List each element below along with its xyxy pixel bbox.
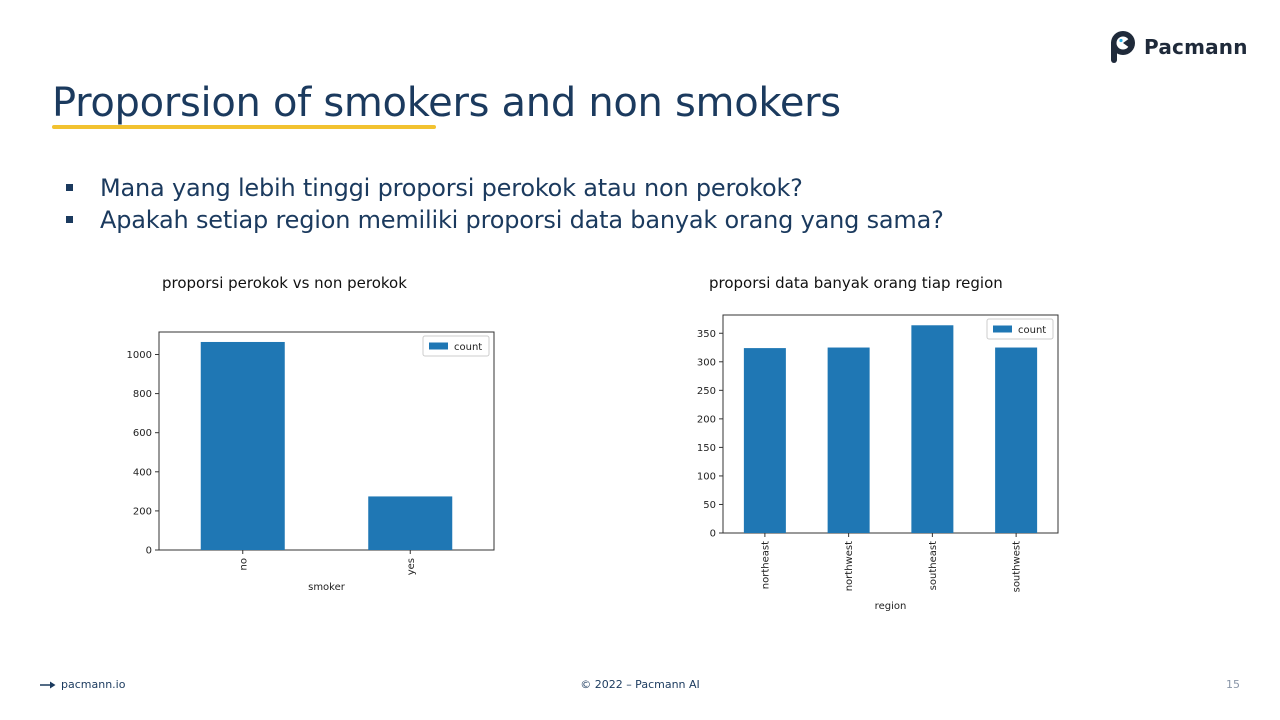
smoker-y-tick-label: 400 [133,467,152,478]
smoker-y-tick-label: 800 [133,389,152,400]
page-title: Proporsion of smokers and non smokers [52,80,841,126]
region-legend-label: count [1018,325,1046,336]
page-number: 15 [1226,678,1240,691]
region-bar-northeast [743,348,786,533]
smoker-legend-box [422,335,490,357]
footer-link-text[interactable]: pacmann.io [61,678,126,691]
chart-caption-smokers: proporsi perokok vs non perokok [162,274,407,292]
region-bar-southwest [995,347,1038,533]
smoker-y-tick-label: 600 [133,428,152,439]
region-x-tick-label: southwest [1012,541,1023,592]
smoker-bar-no [200,341,285,550]
region-y-tick-label: 200 [697,414,716,425]
region-y-tick-label: 350 [697,329,716,340]
smoker-y-tick-label: 0 [146,546,152,557]
pacmann-logo-icon [1111,31,1135,63]
smoker-legend-label: count [454,342,482,353]
smoker-y-tick-label: 200 [133,506,152,517]
region-bar-southeast [911,325,954,533]
bullet-square-icon [66,216,73,223]
smoker-x-tick-label: no [238,558,249,570]
title-underline [52,125,436,129]
region-legend-box [986,318,1054,340]
bullet-list: Mana yang lebih tinggi proporsi perokok … [64,172,944,236]
bullet-square-icon [66,184,73,191]
region-x-tick-label: northwest [844,541,855,591]
region-x-tick-label: southeast [928,541,939,590]
bullet-text: Mana yang lebih tinggi proporsi perokok … [100,174,803,202]
brand-logo: Pacmann [1110,30,1248,64]
footer-copyright: © 2022 – Pacmann AI [580,678,700,691]
region-legend-swatch [993,325,1012,333]
region-y-tick-label: 150 [697,443,716,454]
smoker-bar-yes [368,496,453,550]
region-x-axis-label: region [875,601,907,612]
region-x-tick-label: northeast [760,541,771,589]
smoker-plot-frame [158,331,495,551]
chart-caption-regions: proporsi data banyak orang tiap region [709,274,1003,292]
footer-link[interactable]: pacmann.io [40,678,125,691]
bullet-item: Apakah setiap region memiliki proporsi d… [64,204,944,236]
smoker-legend-swatch [429,342,448,350]
smoker-x-axis-label: smoker [308,582,346,593]
arrow-right-icon [40,681,56,688]
smoker-y-tick-label: 1000 [127,350,152,361]
brand-name: Pacmann [1144,35,1248,59]
bullet-text: Apakah setiap region memiliki proporsi d… [100,206,944,234]
region-plot-frame [722,314,1059,534]
region-y-tick-label: 250 [697,386,716,397]
region-y-tick-label: 300 [697,357,716,368]
bullet-item: Mana yang lebih tinggi proporsi perokok … [64,172,944,204]
region-bar-northwest [827,347,870,533]
smoker-x-tick-label: yes [406,558,417,575]
region-y-tick-label: 100 [697,471,716,482]
region-y-tick-label: 50 [703,500,716,511]
region-y-tick-label: 0 [710,529,716,540]
